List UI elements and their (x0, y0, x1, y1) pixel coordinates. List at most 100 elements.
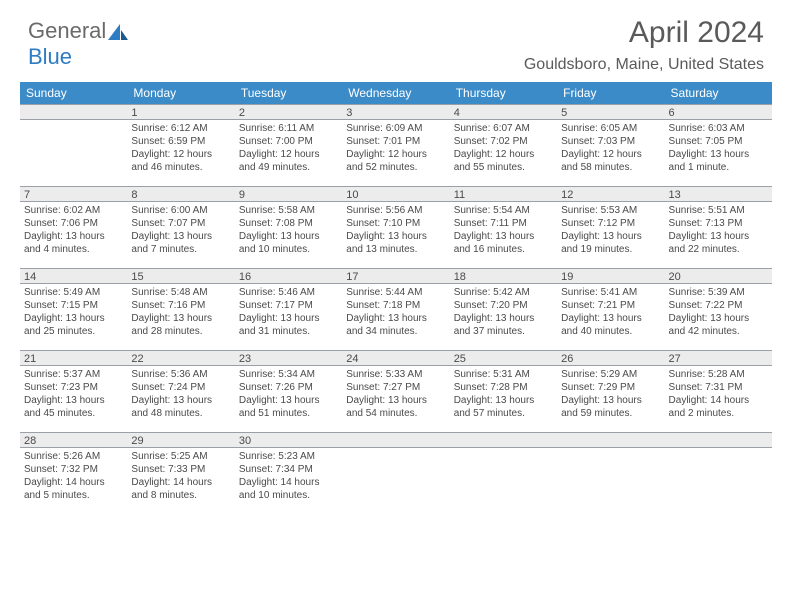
calendar-week-row: 28Sunrise: 5:26 AMSunset: 7:32 PMDayligh… (20, 432, 772, 514)
day-detail-text: Sunrise: 6:02 AMSunset: 7:06 PMDaylight:… (24, 202, 123, 256)
day-detail-text: Sunrise: 5:36 AMSunset: 7:24 PMDaylight:… (131, 366, 230, 420)
day-number: 17 (342, 268, 449, 284)
calendar-day-cell: 19Sunrise: 5:41 AMSunset: 7:21 PMDayligh… (557, 268, 664, 350)
day-number: 8 (127, 186, 234, 202)
day-detail-text (24, 120, 123, 122)
calendar-day-cell (342, 432, 449, 514)
calendar-day-cell: 29Sunrise: 5:25 AMSunset: 7:33 PMDayligh… (127, 432, 234, 514)
day-detail-text: Sunrise: 5:23 AMSunset: 7:34 PMDaylight:… (239, 448, 338, 502)
day-number: 21 (20, 350, 127, 366)
calendar-day-cell: 9Sunrise: 5:58 AMSunset: 7:08 PMDaylight… (235, 186, 342, 268)
day-detail-text: Sunrise: 5:49 AMSunset: 7:15 PMDaylight:… (24, 284, 123, 338)
day-detail-text: Sunrise: 5:53 AMSunset: 7:12 PMDaylight:… (561, 202, 660, 256)
calendar-day-cell: 2Sunrise: 6:11 AMSunset: 7:00 PMDaylight… (235, 104, 342, 186)
calendar-day-cell: 8Sunrise: 6:00 AMSunset: 7:07 PMDaylight… (127, 186, 234, 268)
calendar-day-cell: 7Sunrise: 6:02 AMSunset: 7:06 PMDaylight… (20, 186, 127, 268)
day-number: 6 (665, 104, 772, 120)
day-number (665, 432, 772, 448)
day-number: 29 (127, 432, 234, 448)
weekday-header: Saturday (665, 82, 772, 104)
calendar-table: Sunday Monday Tuesday Wednesday Thursday… (20, 82, 772, 514)
calendar-week-row: 14Sunrise: 5:49 AMSunset: 7:15 PMDayligh… (20, 268, 772, 350)
calendar-day-cell (557, 432, 664, 514)
day-detail-text: Sunrise: 6:05 AMSunset: 7:03 PMDaylight:… (561, 120, 660, 174)
calendar-day-cell: 13Sunrise: 5:51 AMSunset: 7:13 PMDayligh… (665, 186, 772, 268)
logo: General Blue (28, 18, 128, 70)
calendar-day-cell: 18Sunrise: 5:42 AMSunset: 7:20 PMDayligh… (450, 268, 557, 350)
day-detail-text (454, 448, 553, 450)
calendar-week-row: 21Sunrise: 5:37 AMSunset: 7:23 PMDayligh… (20, 350, 772, 432)
calendar-day-cell: 11Sunrise: 5:54 AMSunset: 7:11 PMDayligh… (450, 186, 557, 268)
day-detail-text: Sunrise: 5:46 AMSunset: 7:17 PMDaylight:… (239, 284, 338, 338)
day-detail-text: Sunrise: 5:34 AMSunset: 7:26 PMDaylight:… (239, 366, 338, 420)
calendar-day-cell: 27Sunrise: 5:28 AMSunset: 7:31 PMDayligh… (665, 350, 772, 432)
calendar-day-cell: 5Sunrise: 6:05 AMSunset: 7:03 PMDaylight… (557, 104, 664, 186)
calendar-day-cell: 26Sunrise: 5:29 AMSunset: 7:29 PMDayligh… (557, 350, 664, 432)
day-detail-text: Sunrise: 5:58 AMSunset: 7:08 PMDaylight:… (239, 202, 338, 256)
day-detail-text: Sunrise: 5:33 AMSunset: 7:27 PMDaylight:… (346, 366, 445, 420)
calendar-day-cell (665, 432, 772, 514)
calendar-day-cell: 6Sunrise: 6:03 AMSunset: 7:05 PMDaylight… (665, 104, 772, 186)
day-number: 30 (235, 432, 342, 448)
day-number: 26 (557, 350, 664, 366)
day-number: 18 (450, 268, 557, 284)
day-detail-text: Sunrise: 6:11 AMSunset: 7:00 PMDaylight:… (239, 120, 338, 174)
day-number: 28 (20, 432, 127, 448)
weekday-header: Thursday (450, 82, 557, 104)
day-number: 10 (342, 186, 449, 202)
day-number: 11 (450, 186, 557, 202)
day-number: 14 (20, 268, 127, 284)
weekday-header-row: Sunday Monday Tuesday Wednesday Thursday… (20, 82, 772, 104)
day-number: 3 (342, 104, 449, 120)
calendar-day-cell: 3Sunrise: 6:09 AMSunset: 7:01 PMDaylight… (342, 104, 449, 186)
day-detail-text: Sunrise: 6:00 AMSunset: 7:07 PMDaylight:… (131, 202, 230, 256)
calendar-day-cell (450, 432, 557, 514)
calendar-day-cell: 24Sunrise: 5:33 AMSunset: 7:27 PMDayligh… (342, 350, 449, 432)
day-number: 19 (557, 268, 664, 284)
day-number: 27 (665, 350, 772, 366)
day-detail-text: Sunrise: 6:07 AMSunset: 7:02 PMDaylight:… (454, 120, 553, 174)
day-number (557, 432, 664, 448)
day-detail-text: Sunrise: 5:42 AMSunset: 7:20 PMDaylight:… (454, 284, 553, 338)
calendar-day-cell: 23Sunrise: 5:34 AMSunset: 7:26 PMDayligh… (235, 350, 342, 432)
day-number: 1 (127, 104, 234, 120)
logo-text-gray: General (28, 18, 106, 43)
day-number: 23 (235, 350, 342, 366)
calendar-week-row: 1Sunrise: 6:12 AMSunset: 6:59 PMDaylight… (20, 104, 772, 186)
day-detail-text: Sunrise: 6:12 AMSunset: 6:59 PMDaylight:… (131, 120, 230, 174)
day-detail-text: Sunrise: 5:29 AMSunset: 7:29 PMDaylight:… (561, 366, 660, 420)
day-number: 15 (127, 268, 234, 284)
day-detail-text: Sunrise: 5:39 AMSunset: 7:22 PMDaylight:… (669, 284, 768, 338)
day-detail-text (346, 448, 445, 450)
day-detail-text (561, 448, 660, 450)
day-detail-text: Sunrise: 5:56 AMSunset: 7:10 PMDaylight:… (346, 202, 445, 256)
calendar-day-cell: 1Sunrise: 6:12 AMSunset: 6:59 PMDaylight… (127, 104, 234, 186)
day-detail-text: Sunrise: 5:51 AMSunset: 7:13 PMDaylight:… (669, 202, 768, 256)
page-title: April 2024 (629, 16, 764, 50)
day-number (450, 432, 557, 448)
calendar-day-cell: 30Sunrise: 5:23 AMSunset: 7:34 PMDayligh… (235, 432, 342, 514)
day-number: 12 (557, 186, 664, 202)
day-number: 20 (665, 268, 772, 284)
weekday-header: Tuesday (235, 82, 342, 104)
day-number: 25 (450, 350, 557, 366)
day-detail-text: Sunrise: 5:31 AMSunset: 7:28 PMDaylight:… (454, 366, 553, 420)
calendar-day-cell (20, 104, 127, 186)
day-detail-text: Sunrise: 5:44 AMSunset: 7:18 PMDaylight:… (346, 284, 445, 338)
day-number: 9 (235, 186, 342, 202)
day-number: 24 (342, 350, 449, 366)
day-detail-text: Sunrise: 5:28 AMSunset: 7:31 PMDaylight:… (669, 366, 768, 420)
day-number: 16 (235, 268, 342, 284)
logo-text-blue: Blue (28, 44, 72, 69)
day-detail-text: Sunrise: 5:25 AMSunset: 7:33 PMDaylight:… (131, 448, 230, 502)
day-number: 13 (665, 186, 772, 202)
calendar-week-row: 7Sunrise: 6:02 AMSunset: 7:06 PMDaylight… (20, 186, 772, 268)
weekday-header: Friday (557, 82, 664, 104)
calendar-day-cell: 22Sunrise: 5:36 AMSunset: 7:24 PMDayligh… (127, 350, 234, 432)
calendar-day-cell: 12Sunrise: 5:53 AMSunset: 7:12 PMDayligh… (557, 186, 664, 268)
location-text: Gouldsboro, Maine, United States (524, 56, 764, 74)
calendar-day-cell: 17Sunrise: 5:44 AMSunset: 7:18 PMDayligh… (342, 268, 449, 350)
day-detail-text: Sunrise: 6:09 AMSunset: 7:01 PMDaylight:… (346, 120, 445, 174)
calendar-day-cell: 14Sunrise: 5:49 AMSunset: 7:15 PMDayligh… (20, 268, 127, 350)
calendar-day-cell: 15Sunrise: 5:48 AMSunset: 7:16 PMDayligh… (127, 268, 234, 350)
